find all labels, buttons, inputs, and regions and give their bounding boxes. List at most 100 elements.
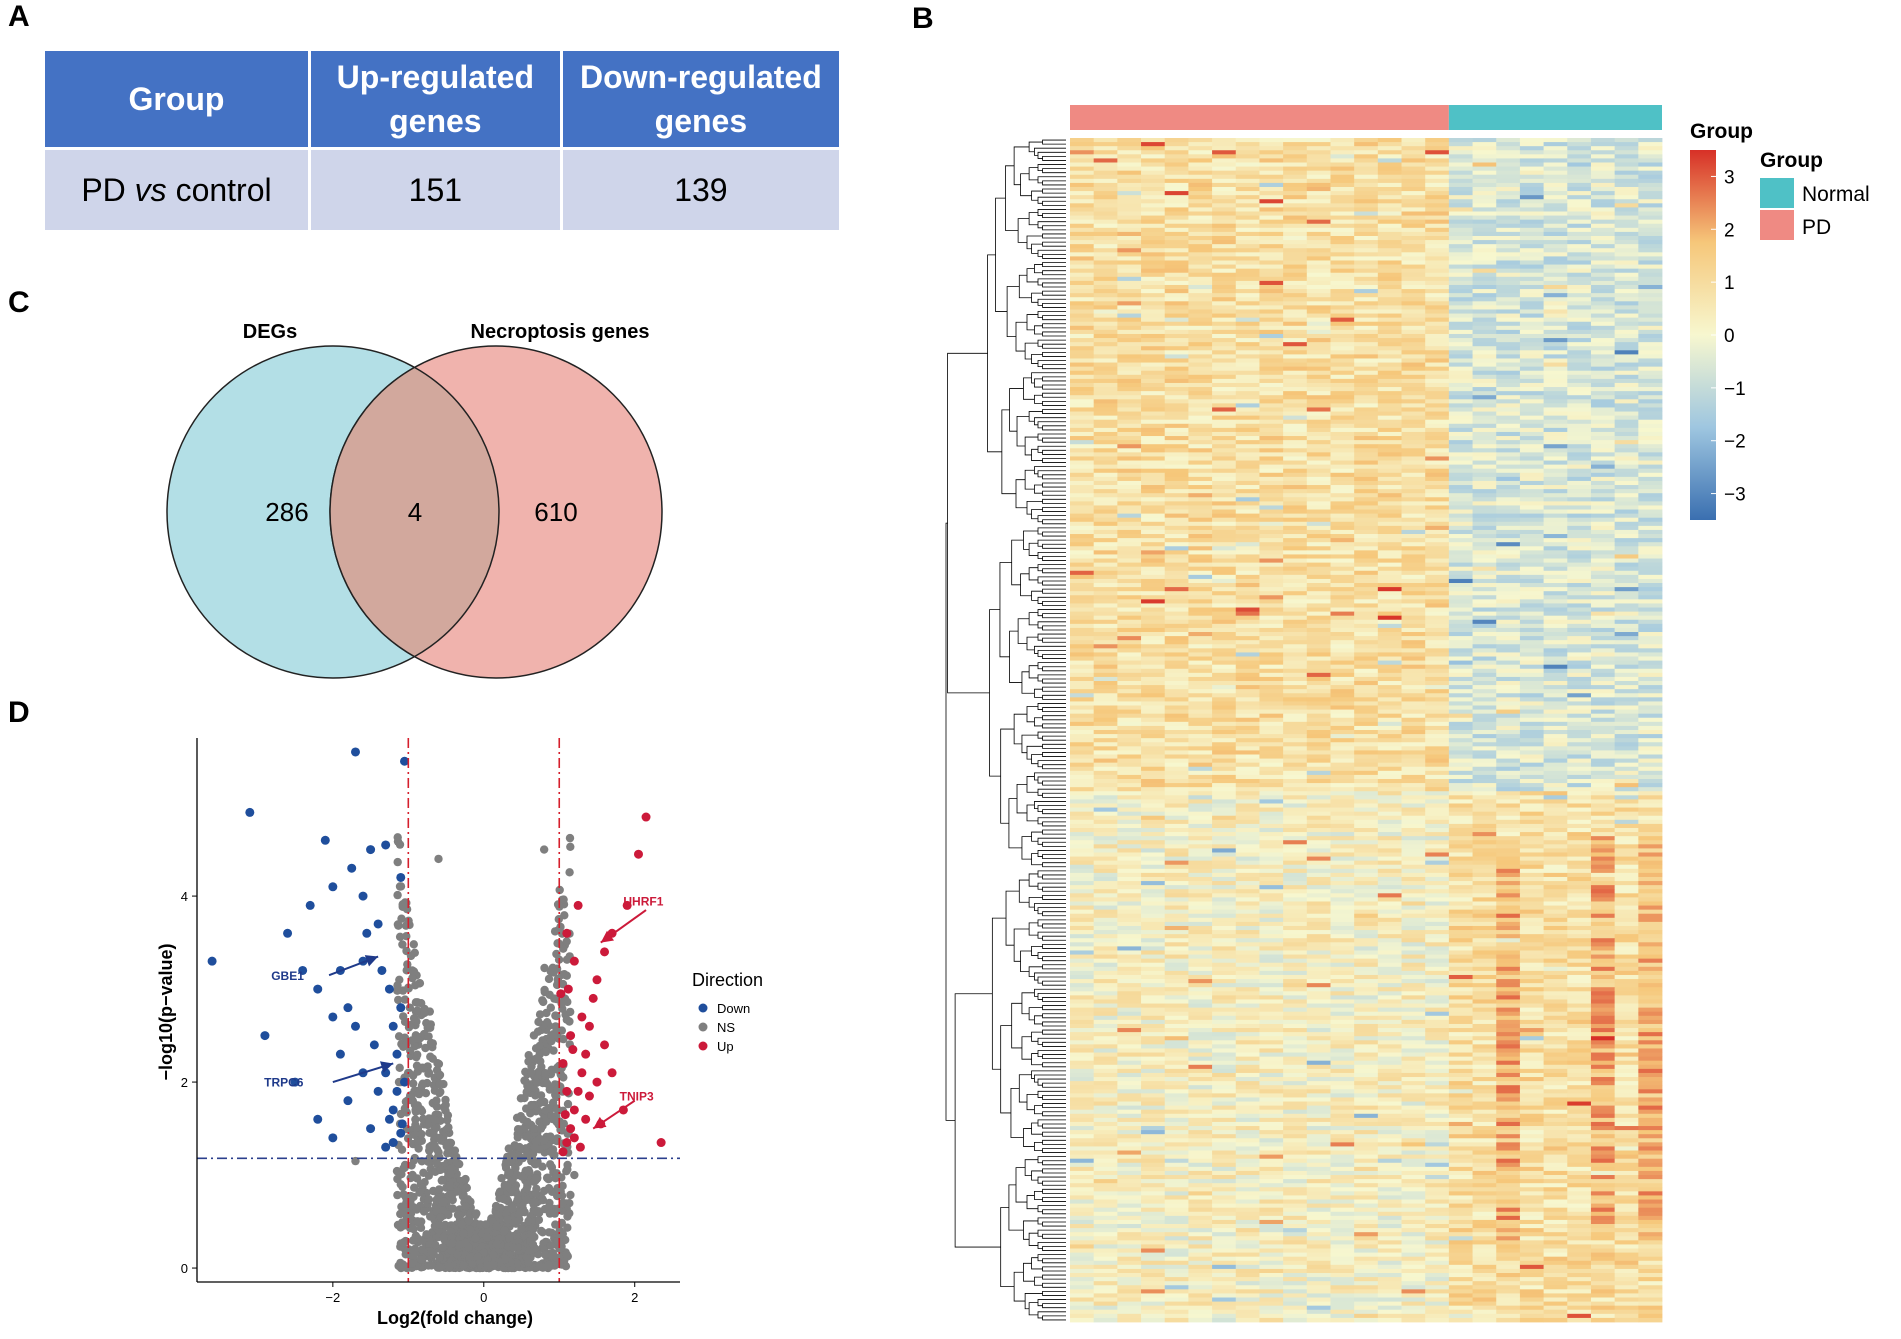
heatmap-cell (1472, 366, 1497, 372)
heatmap-cell (1472, 399, 1497, 404)
heatmap-cell (1519, 333, 1544, 339)
down-point (388, 1021, 398, 1031)
heatmap-cell (1567, 162, 1592, 167)
heatmap-cell (1448, 452, 1473, 457)
heatmap-cell (1117, 329, 1142, 335)
heatmap-cell (1543, 154, 1568, 159)
heatmap-cell (1117, 158, 1142, 163)
heatmap-cell (1567, 574, 1592, 580)
heatmap-cell (1425, 276, 1450, 282)
ns-point (562, 1250, 571, 1259)
down-point (373, 919, 383, 929)
heatmap-cell (1590, 268, 1616, 274)
up-point (562, 1086, 572, 1096)
heatmap-cell (1093, 599, 1118, 604)
gene-annotations: GBE1 TRPC6 UHRF1 TNIP3 (264, 894, 664, 1130)
heatmap-cell (1401, 370, 1426, 376)
heatmap-cell (1330, 587, 1355, 592)
heatmap-cell (1401, 513, 1426, 519)
heatmap-cell (1590, 235, 1616, 241)
heatmap-cell (1330, 244, 1355, 249)
heatmap-cell (1093, 219, 1118, 225)
heatmap-cell (1117, 550, 1142, 555)
heatmap-cell (1093, 399, 1118, 404)
heatmap-cell (1448, 656, 1473, 661)
heatmap-cell (1188, 427, 1213, 433)
heatmap-cell (1235, 525, 1260, 531)
heatmap-cell (1567, 333, 1592, 339)
heatmap-cell (1070, 186, 1095, 192)
heatmap-cell (1567, 452, 1592, 457)
heatmap-cell (1638, 472, 1663, 478)
heatmap-cell (1330, 362, 1355, 368)
heatmap-cell (1117, 640, 1142, 645)
heatmap-cell (1306, 587, 1331, 592)
heatmap-cell (1093, 440, 1118, 445)
heatmap-cell (1141, 480, 1166, 486)
heatmap-cell (1354, 444, 1379, 449)
heatmap-cell (1354, 231, 1379, 237)
ns-point (453, 1187, 462, 1196)
heatmap-cell (1070, 264, 1095, 270)
heatmap-cell (1093, 485, 1118, 490)
heatmap-cell (1590, 427, 1616, 433)
heatmap-cell (1590, 656, 1616, 661)
heatmap-cell (1519, 407, 1544, 412)
heatmap-cell (1590, 566, 1616, 572)
heatmap-cell (1448, 431, 1473, 437)
heatmap-cell (1377, 619, 1402, 625)
heatmap-cell (1472, 448, 1497, 453)
heatmap-cell (1472, 627, 1497, 633)
heatmap-cell (1543, 656, 1568, 661)
heatmap-cell (1496, 182, 1521, 188)
heatmap-cell (1614, 632, 1639, 637)
heatmap-cell (1306, 636, 1331, 641)
heatmap-cell (1401, 648, 1426, 653)
heatmap-cell (1377, 195, 1402, 200)
heatmap-cell (1188, 162, 1213, 167)
heatmap-cell (1164, 346, 1189, 351)
heatmap-cell (1496, 615, 1521, 621)
heatmap-cell (1212, 566, 1237, 572)
heatmap-cell (1235, 611, 1260, 617)
heatmap-cell (1188, 403, 1213, 408)
heatmap-cell (1117, 248, 1142, 253)
heatmap-cell (1212, 182, 1237, 188)
heatmap-cell (1401, 219, 1426, 225)
heatmap-cell (1164, 505, 1189, 510)
heatmap-cell (1259, 138, 1284, 143)
heatmap-cell (1472, 297, 1497, 302)
heatmap-cell (1093, 460, 1118, 466)
heatmap-cell (1164, 280, 1189, 286)
heatmap-cell (1117, 399, 1142, 404)
heatmap-cell (1425, 480, 1450, 486)
heatmap-cell (1614, 244, 1639, 249)
heatmap-cell (1472, 513, 1497, 519)
ns-point (441, 1100, 450, 1110)
heatmap-cell (1448, 346, 1473, 351)
heatmap-cell (1283, 419, 1308, 425)
heatmap-cell (1117, 452, 1142, 457)
heatmap-cell (1614, 325, 1639, 331)
heatmap-cell (1212, 513, 1237, 519)
heatmap-cell (1117, 211, 1142, 216)
up-point (568, 1045, 578, 1055)
heatmap-cell (1093, 297, 1118, 302)
heatmap-cell (1519, 607, 1544, 612)
heatmap-cell (1590, 607, 1616, 612)
heatmap-cell (1543, 517, 1568, 523)
heatmap-cell (1377, 615, 1402, 621)
heatmap-cell (1448, 456, 1473, 461)
heatmap-cell (1117, 464, 1142, 470)
heatmap-cell (1496, 546, 1521, 551)
heatmap-cell (1283, 652, 1308, 657)
heatmap-cell (1590, 460, 1616, 466)
heatmap-cell (1377, 513, 1402, 519)
heatmap-cell (1401, 570, 1426, 576)
heatmap-cell (1472, 632, 1497, 637)
heatmap-cell (1472, 382, 1497, 388)
heatmap-cell (1188, 309, 1213, 314)
heatmap-cell (1070, 656, 1095, 661)
ns-point (546, 1160, 555, 1169)
heatmap-cell (1117, 186, 1142, 192)
